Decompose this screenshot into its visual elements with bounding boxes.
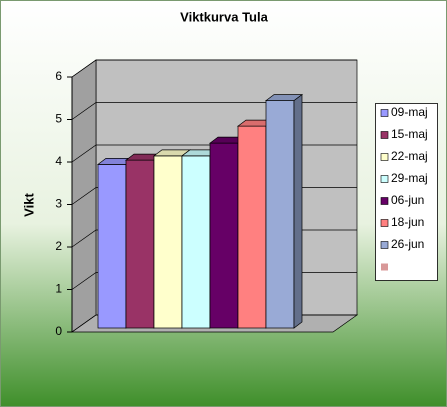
y-tick-label: 6 bbox=[55, 69, 62, 83]
legend-label: 29-maj bbox=[391, 171, 428, 185]
bar bbox=[97, 164, 127, 329]
y-tick-label: 5 bbox=[55, 112, 62, 126]
bar bbox=[209, 142, 239, 329]
legend-swatch bbox=[380, 219, 389, 227]
bar bbox=[125, 159, 155, 329]
legend-label: 18-jun bbox=[391, 215, 424, 229]
y-tick-label: 1 bbox=[55, 282, 62, 296]
legend-swatch bbox=[380, 197, 389, 205]
legend-swatch bbox=[381, 263, 388, 271]
grid-line bbox=[71, 59, 357, 78]
legend-swatch bbox=[380, 241, 389, 249]
bar bbox=[237, 125, 267, 329]
legend-swatch bbox=[380, 175, 389, 183]
y-tick-label: 2 bbox=[55, 239, 62, 253]
chart-title: Viktkurva Tula bbox=[180, 9, 268, 24]
legend-label: 15-maj bbox=[391, 127, 428, 141]
bar bbox=[265, 100, 295, 329]
legend-swatch bbox=[380, 131, 389, 139]
legend-label: 22-maj bbox=[391, 149, 428, 163]
bar bbox=[153, 155, 183, 329]
legend-label: 06-jun bbox=[391, 193, 424, 207]
y-axis-label: Vikt bbox=[21, 193, 36, 217]
y-tick-label: 3 bbox=[55, 197, 62, 211]
bar-side bbox=[293, 93, 303, 329]
legend-swatch bbox=[380, 153, 389, 161]
legend-label: 09-maj bbox=[391, 105, 428, 119]
legend-swatch bbox=[380, 109, 389, 117]
bar bbox=[181, 155, 211, 329]
y-tick-label: 0 bbox=[55, 324, 62, 338]
y-tick-label: 4 bbox=[55, 154, 62, 168]
legend-label: 26-jun bbox=[391, 237, 424, 251]
